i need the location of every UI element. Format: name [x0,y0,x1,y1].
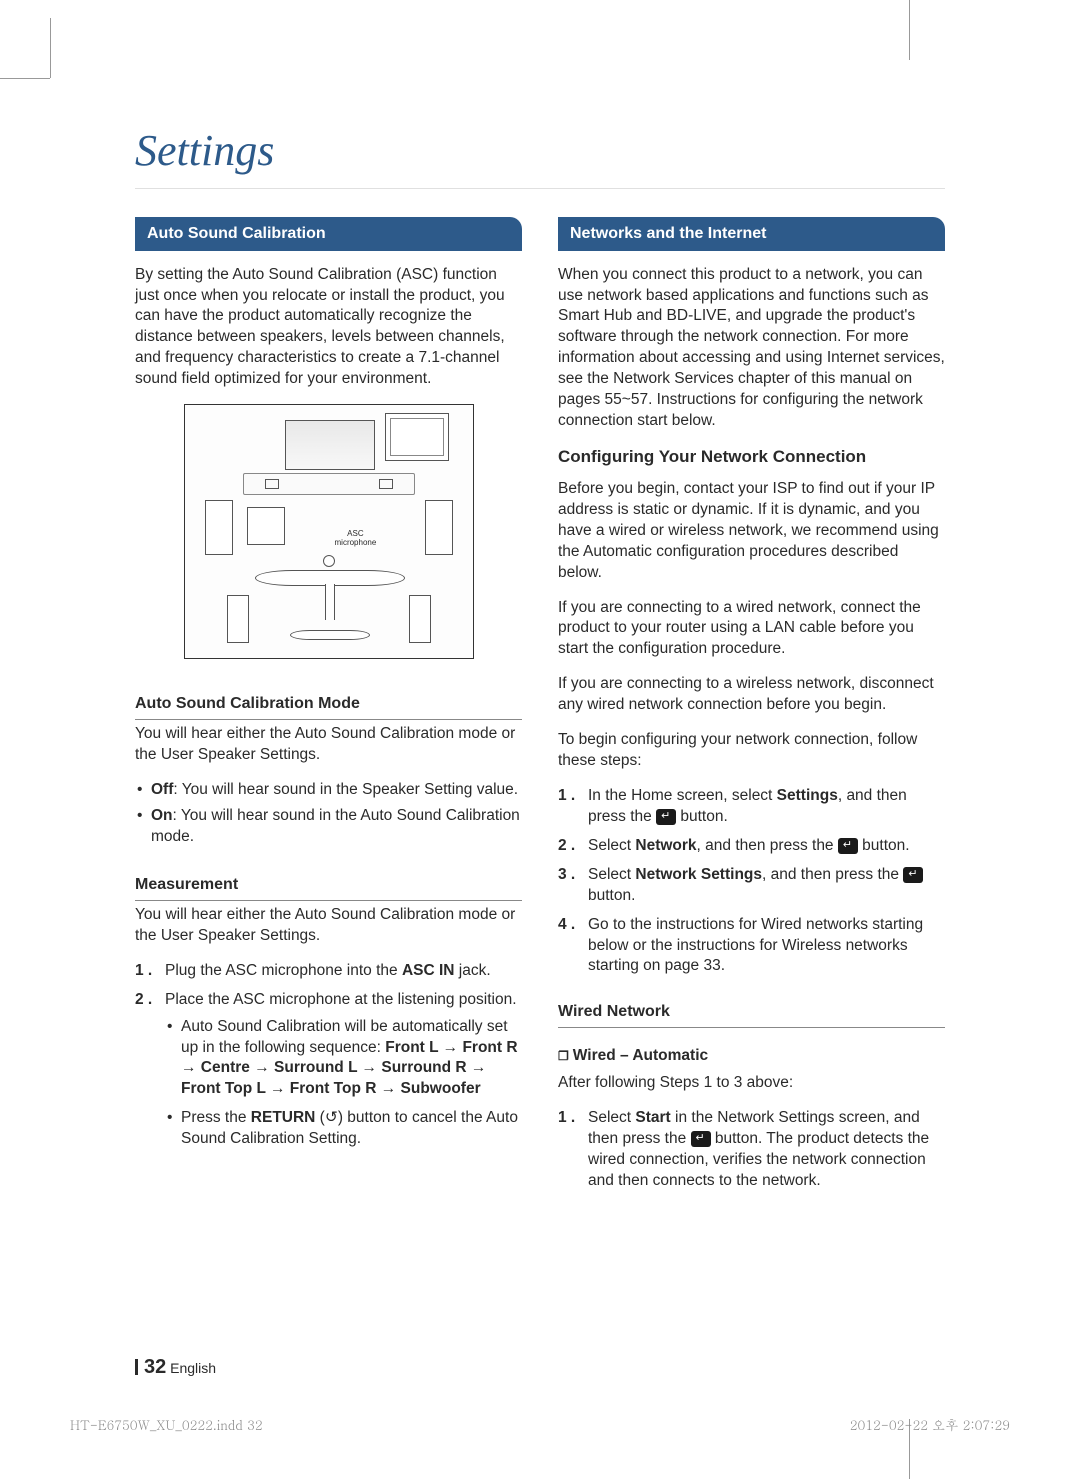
network-intro: When you connect this product to a netwo… [558,265,945,432]
print-meta: HT-E6750W_XU_0222.indd 32 2012-02-22 오후 … [70,1415,1010,1434]
configure-p4: To begin configuring your network connec… [558,730,945,772]
meta-timestamp: 2012-02-22 오후 2:07:29 [850,1415,1010,1434]
configure-p2: If you are connecting to a wired network… [558,598,945,661]
measure-return: Press the RETURN (↺) button to cancel th… [165,1108,522,1150]
wired-auto-heading: ❐Wired – Automatic [558,1046,945,1067]
measure-seq: Auto Sound Calibration will be automatic… [165,1017,522,1101]
conf-step-4: 4 .Go to the instructions for Wired netw… [558,915,945,978]
enter-icon [903,867,923,883]
wired-step-1: 1 .Select Start in the Network Settings … [558,1108,945,1192]
conf-step-2: 2 .Select Network, and then press the bu… [558,836,945,857]
section-header-asc: Auto Sound Calibration [135,217,522,251]
enter-icon [838,838,858,854]
asc-mode-on: On: You will hear sound in the Auto Soun… [135,806,522,848]
asc-diagram: ASCmicrophone [184,404,474,659]
page-title: Settings [135,125,945,189]
measure-step-2: 2 . Place the ASC microphone at the list… [135,990,522,1158]
conf-step-1: 1 .In the Home screen, select Settings, … [558,786,945,828]
asc-mode-off: Off: You will hear sound in the Speaker … [135,780,522,801]
asc-intro: By setting the Auto Sound Calibration (A… [135,265,522,391]
enter-icon [656,809,676,825]
left-column: Auto Sound Calibration By setting the Au… [135,217,522,1199]
wired-after: After following Steps 1 to 3 above: [558,1073,945,1094]
page-footer: 32 English [135,1356,216,1379]
conf-step-3: 3 .Select Network Settings, and then pre… [558,865,945,907]
configure-p1: Before you begin, contact your ISP to fi… [558,479,945,584]
configure-heading: Configuring Your Network Connection [558,446,945,469]
configure-p3: If you are connecting to a wireless netw… [558,674,945,716]
page-number: 32 [144,1356,166,1378]
section-header-network: Networks and the Internet [558,217,945,251]
asc-mode-heading: Auto Sound Calibration Mode [135,693,522,720]
wired-heading: Wired Network [558,1001,945,1028]
measurement-heading: Measurement [135,874,522,901]
right-column: Networks and the Internet When you conne… [558,217,945,1199]
page-lang: English [170,1360,216,1376]
measurement-intro: You will hear either the Auto Sound Cali… [135,905,522,947]
measure-step-1: 1 .Plug the ASC microphone into the ASC … [135,961,522,982]
asc-mode-intro: You will hear either the Auto Sound Cali… [135,724,522,766]
meta-file: HT-E6750W_XU_0222.indd 32 [70,1415,263,1434]
enter-icon [691,1131,711,1147]
